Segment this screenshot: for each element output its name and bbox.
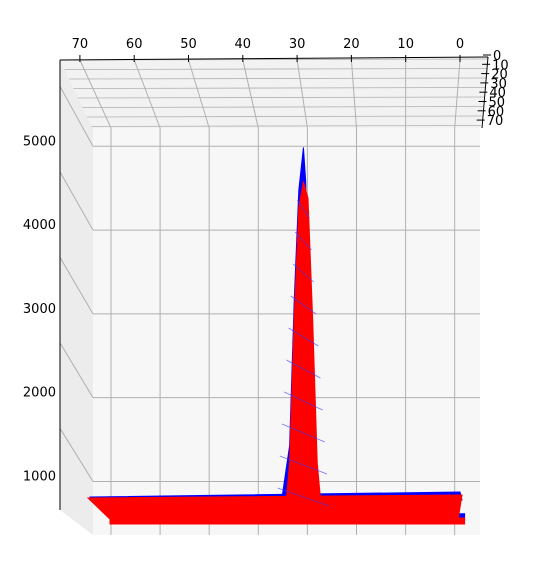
x-tick-label-40: 40 <box>235 37 252 52</box>
z-tick-label-2000: 2000 <box>23 386 56 401</box>
chart-panes <box>60 58 488 535</box>
side-pane <box>60 60 93 535</box>
x-tick-label-60: 60 <box>126 37 143 52</box>
z-tick-label-1000: 1000 <box>23 469 56 484</box>
z-tick-label-4000: 4000 <box>23 218 56 233</box>
x-tick-label-30: 30 <box>289 37 306 52</box>
surface-base-red <box>88 495 462 524</box>
x-tick-label-50: 50 <box>180 37 197 52</box>
y-tick-label-70: 70 <box>487 114 504 129</box>
x-tick-label-70: 70 <box>72 37 89 52</box>
x-tick-label-0: 0 <box>456 37 464 52</box>
x-tick-label-10: 10 <box>397 37 414 52</box>
z-tick-label-5000: 5000 <box>23 134 56 149</box>
x-tick-label-20: 20 <box>343 37 360 52</box>
z-tick-label-3000: 3000 <box>23 302 56 317</box>
